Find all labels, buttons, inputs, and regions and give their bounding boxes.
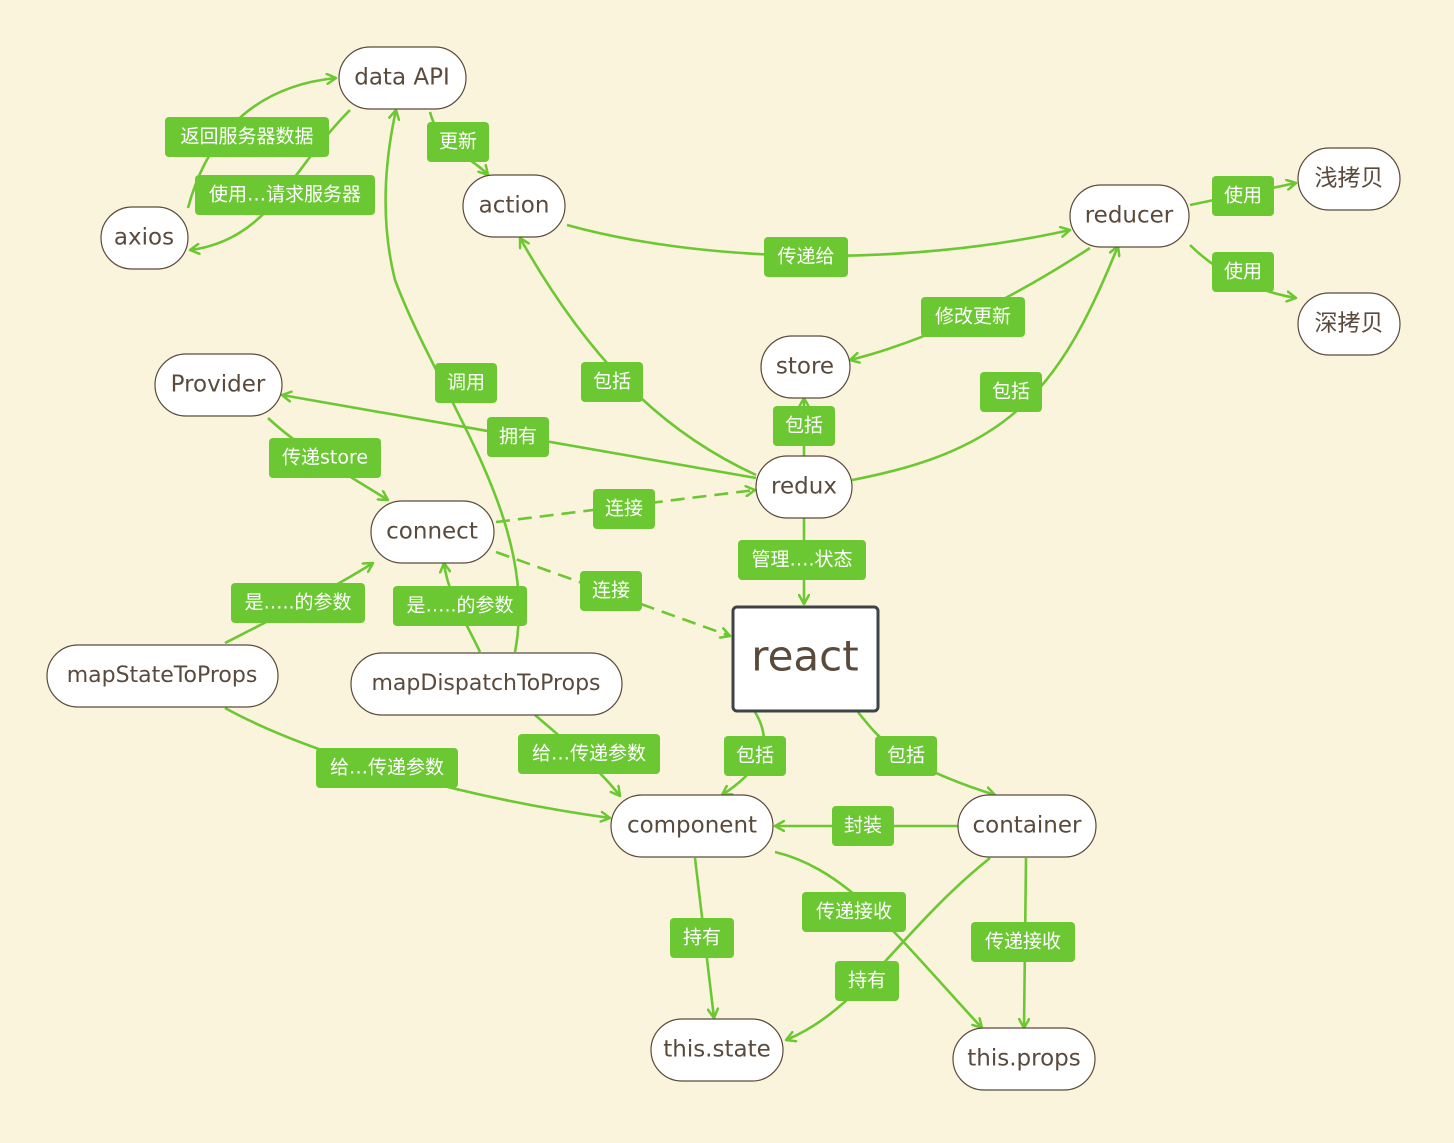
svg-text:data API: data API [354,65,450,91]
node-component[interactable]: component [610,794,774,858]
svg-text:component: component [627,813,757,839]
svg-text:redux: redux [771,474,837,500]
svg-text:返回服务器数据: 返回服务器数据 [180,126,313,148]
label-return-data: 返回服务器数据 [165,117,329,157]
svg-text:包括: 包括 [593,371,631,393]
svg-text:connect: connect [386,519,478,545]
edge-container-to-this-state [786,856,991,1040]
label-give-params-state: 给…传递参数 [316,748,458,788]
svg-text:mapDispatchToProps: mapDispatchToProps [372,671,601,696]
svg-text:mapStateToProps: mapStateToProps [67,663,258,688]
node-connect[interactable]: connect [370,500,495,564]
label-update: 更新 [427,122,489,162]
svg-text:深拷贝: 深拷贝 [1315,311,1384,337]
svg-text:是…..的参数: 是…..的参数 [244,592,351,614]
label-use-shallow: 使用 [1212,176,1274,216]
svg-text:包括: 包括 [992,381,1030,403]
svg-text:传递接收: 传递接收 [985,931,1061,953]
node-action[interactable]: action [462,174,566,238]
node-reducer[interactable]: reducer [1069,184,1190,248]
node-deep-copy[interactable]: 深拷贝 [1297,292,1401,356]
node-store[interactable]: store [760,335,851,399]
svg-text:传递store: 传递store [282,447,368,469]
edge-redux-to-action [520,238,757,477]
label-connect-redux: 连接 [593,489,655,529]
label-hold-component: 持有 [670,918,734,958]
svg-text:传递给: 传递给 [777,246,834,268]
label-call: 调用 [435,363,497,403]
edge-map-dispatch-to-data-api [384,110,521,653]
label-use-deep: 使用 [1212,252,1274,292]
label-pass-to: 传递给 [764,237,848,277]
label-pass-receive-container: 传递接收 [971,922,1075,962]
label-pass-store: 传递store [269,438,381,478]
svg-text:包括: 包括 [785,415,823,437]
label-modify-update: 修改更新 [921,297,1025,337]
label-redux-includes-action: 包括 [581,362,643,402]
label-has: 拥有 [487,417,549,457]
node-axios[interactable]: axios [100,206,189,270]
label-param-dispatch: 是…..的参数 [393,586,527,626]
svg-text:this.props: this.props [967,1046,1080,1072]
edge-redux-to-reducer [851,246,1118,482]
node-map-state-to-props[interactable]: mapStateToProps [46,644,279,708]
label-react-includes-container: 包括 [875,736,937,776]
svg-text:this.state: this.state [663,1037,771,1063]
edge-connect-to-react [495,550,730,636]
label-redux-includes-store: 包括 [773,406,835,446]
node-data-api[interactable]: data API [338,46,467,110]
edge-component-to-this-props [774,850,982,1028]
svg-text:使用…请求服务器: 使用…请求服务器 [209,184,361,206]
svg-text:包括: 包括 [887,745,925,767]
svg-text:使用: 使用 [1224,185,1262,207]
node-shallow-copy[interactable]: 浅拷贝 [1297,147,1401,211]
svg-text:react: react [751,632,858,681]
label-redux-includes-reducer: 包括 [980,372,1042,412]
label-react-includes-component: 包括 [724,736,786,776]
svg-text:axios: axios [114,225,174,251]
node-map-dispatch-to-props[interactable]: mapDispatchToProps [350,652,623,716]
svg-text:container: container [973,813,1083,839]
node-this-state[interactable]: this.state [650,1018,784,1082]
svg-text:持有: 持有 [848,970,886,992]
svg-text:reducer: reducer [1085,203,1174,229]
node-react-root[interactable]: react [731,605,880,713]
svg-text:Provider: Provider [171,372,266,398]
svg-text:传递接收: 传递接收 [816,901,892,923]
svg-text:浅拷贝: 浅拷贝 [1315,166,1384,192]
label-manage-state: 管理….状态 [738,540,866,580]
svg-text:store: store [776,354,834,380]
svg-text:是…..的参数: 是…..的参数 [406,595,513,617]
label-pass-receive-component: 传递接收 [802,892,906,932]
svg-text:持有: 持有 [683,927,721,949]
svg-text:连接: 连接 [605,498,643,520]
svg-text:更新: 更新 [439,131,477,153]
node-redux[interactable]: redux [755,455,853,519]
label-param-state: 是…..的参数 [231,583,365,623]
label-hold-container: 持有 [835,961,899,1001]
svg-text:action: action [479,193,550,219]
label-request-server: 使用…请求服务器 [195,175,375,215]
svg-text:修改更新: 修改更新 [935,306,1011,328]
svg-text:给…传递参数: 给…传递参数 [330,757,444,779]
node-container[interactable]: container [957,794,1097,858]
svg-text:拥有: 拥有 [499,426,537,448]
svg-text:给…传递参数: 给…传递参数 [532,743,646,765]
svg-text:调用: 调用 [447,372,485,394]
node-this-props[interactable]: this.props [952,1027,1096,1091]
svg-text:连接: 连接 [592,580,630,602]
svg-text:使用: 使用 [1224,261,1262,283]
label-connect-react: 连接 [580,571,642,611]
svg-text:管理….状态: 管理….状态 [751,549,852,571]
node-provider[interactable]: Provider [154,353,283,417]
svg-text:包括: 包括 [736,745,774,767]
label-wrap: 封装 [832,806,894,846]
svg-text:封装: 封装 [844,815,882,837]
label-give-params-dispatch: 给…传递参数 [518,734,660,774]
